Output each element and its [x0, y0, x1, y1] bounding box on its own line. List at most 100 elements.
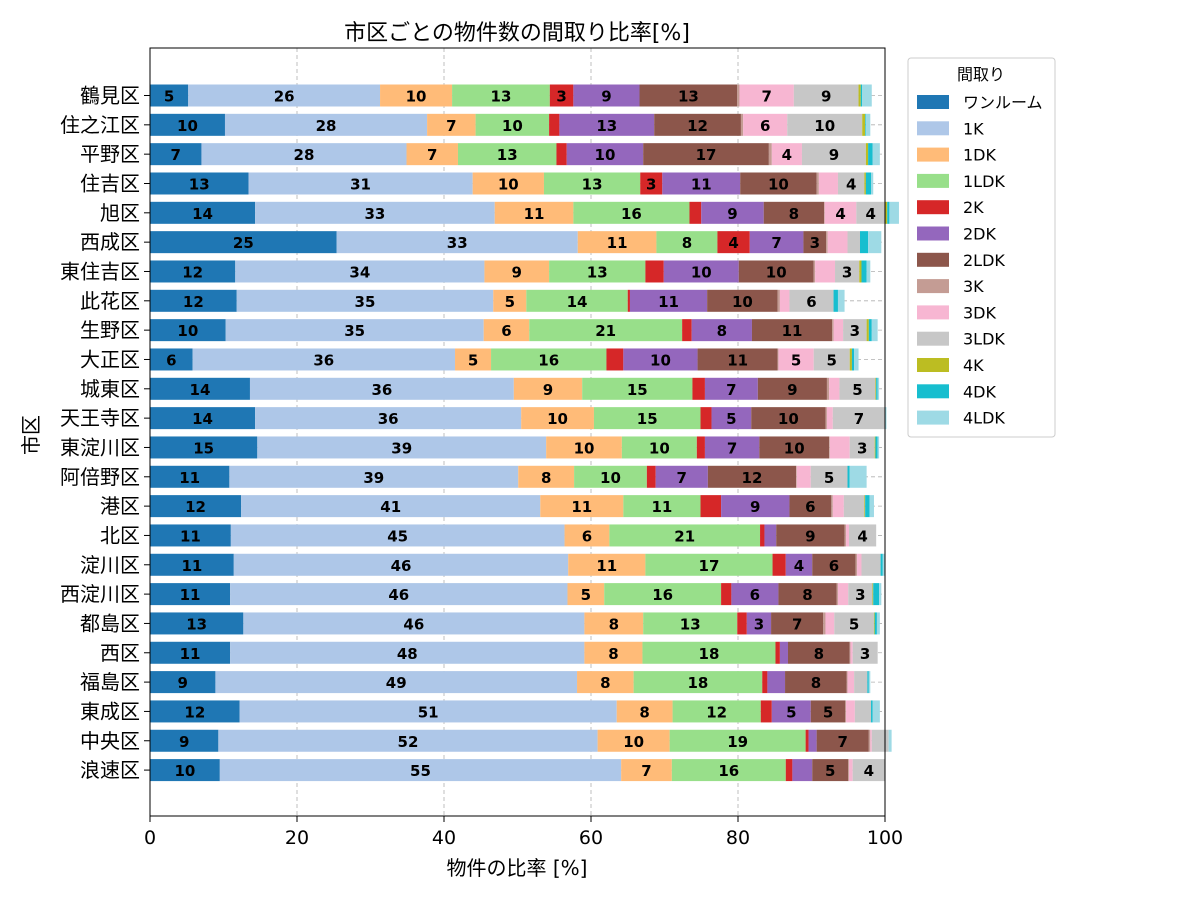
legend-swatch: [917, 410, 949, 425]
segment-label: 17: [696, 146, 717, 164]
bar-segment: [816, 729, 869, 752]
bar-segment: [885, 407, 887, 430]
bar-segment: [491, 348, 607, 371]
legend-swatch: [917, 305, 949, 320]
bar-segment: [864, 495, 866, 518]
segment-label: 46: [403, 615, 424, 633]
segment-label: 6: [582, 527, 592, 545]
segment-label: 7: [677, 469, 687, 487]
bar-segment: [860, 84, 863, 107]
bar-segment: [810, 700, 846, 723]
segment-label: 13: [189, 175, 210, 193]
bar-segment: [700, 495, 722, 518]
segment-label: 13: [678, 88, 699, 106]
bar-segment: [751, 319, 833, 342]
y-tick-label: 東住吉区: [60, 259, 140, 283]
segment-label: 51: [418, 703, 439, 721]
y-tick-label: 西淀川区: [60, 582, 140, 606]
x-axis-label: 物件の比率 [%]: [447, 856, 588, 880]
segment-label: 7: [446, 117, 456, 135]
bar-segment: [787, 113, 863, 136]
bar-segment: [847, 465, 850, 488]
segment-label: 21: [674, 527, 695, 545]
bar-segment: [704, 377, 758, 400]
bar-segment: [662, 172, 741, 195]
segment-label: 6: [166, 351, 176, 369]
legend-title: 間取り: [957, 65, 1005, 84]
bar-segment: [762, 671, 768, 694]
x-tick-label: 100: [867, 827, 903, 849]
y-tick-label: 東淀川区: [60, 435, 140, 459]
bar-segment: [832, 495, 844, 518]
bar-segment: [854, 700, 872, 723]
bar-segment: [777, 289, 780, 312]
segment-label: 3: [855, 586, 865, 604]
bar-segment: [789, 289, 834, 312]
bar-segment: [848, 524, 877, 547]
legend-swatch: [917, 95, 949, 109]
bar-segment: [192, 348, 456, 371]
bar-segment: [768, 143, 772, 166]
bar-segment: [150, 407, 256, 430]
bar-segment: [150, 377, 250, 400]
segment-label: 6: [829, 557, 839, 575]
bar-segment: [243, 612, 585, 635]
segment-label: 14: [192, 410, 213, 428]
y-tick-label: 東成区: [80, 699, 140, 723]
segment-label: 12: [742, 469, 763, 487]
segment-label: 10: [784, 439, 805, 457]
bar-segment: [848, 759, 853, 782]
segment-label: 5: [791, 351, 801, 369]
bar-segment: [573, 84, 640, 107]
segment-label: 21: [595, 322, 616, 340]
segment-label: 7: [792, 615, 802, 633]
bar-segment: [869, 495, 874, 518]
segment-label: 9: [750, 498, 760, 516]
bar-segment: [829, 436, 850, 459]
segment-label: 26: [274, 88, 295, 106]
bar-segment: [655, 465, 708, 488]
bar-segment: [150, 319, 226, 342]
bar-segment: [757, 377, 827, 400]
segment-label: 7: [427, 146, 437, 164]
segment-label: 10: [177, 322, 198, 340]
bar-segment: [150, 524, 231, 547]
bar-segment: [564, 524, 610, 547]
bar-segment: [793, 84, 859, 107]
y-tick-label: 浪速区: [80, 758, 140, 782]
bar-segment: [874, 436, 876, 459]
segment-label: 5: [468, 351, 478, 369]
bar-segment: [888, 729, 892, 752]
bar-segment: [812, 759, 849, 782]
segment-label: 3: [754, 615, 764, 633]
segment-label: 7: [171, 146, 181, 164]
legend-label: 2DK: [963, 225, 997, 244]
bar-segment: [526, 289, 628, 312]
bar-segment: [772, 553, 786, 576]
bar-segment: [759, 436, 830, 459]
segment-label: 46: [388, 586, 409, 604]
bar-segment: [663, 260, 739, 283]
bar-segment: [150, 553, 234, 576]
segment-label: 25: [233, 234, 254, 252]
segment-label: 6: [501, 322, 511, 340]
bar-segment: [877, 436, 880, 459]
bar-segment: [823, 612, 826, 635]
bar-segment: [865, 113, 866, 136]
legend-label: 1LDK: [963, 172, 1005, 191]
bar-segment: [778, 583, 837, 606]
segment-label: 10: [574, 439, 595, 457]
segment-label: 8: [682, 234, 692, 252]
segment-label: 39: [391, 439, 412, 457]
bar-segment: [854, 671, 868, 694]
segment-label: 10: [650, 351, 671, 369]
bar-segment: [593, 407, 701, 430]
segment-label: 12: [183, 293, 204, 311]
bar-segment: [771, 612, 824, 635]
bar-segment: [849, 348, 852, 371]
bar-segment: [746, 612, 772, 635]
bar-segment: [885, 201, 888, 224]
bar-segment: [738, 260, 814, 283]
legend-swatch: [917, 358, 949, 372]
bar-segment: [871, 172, 874, 195]
